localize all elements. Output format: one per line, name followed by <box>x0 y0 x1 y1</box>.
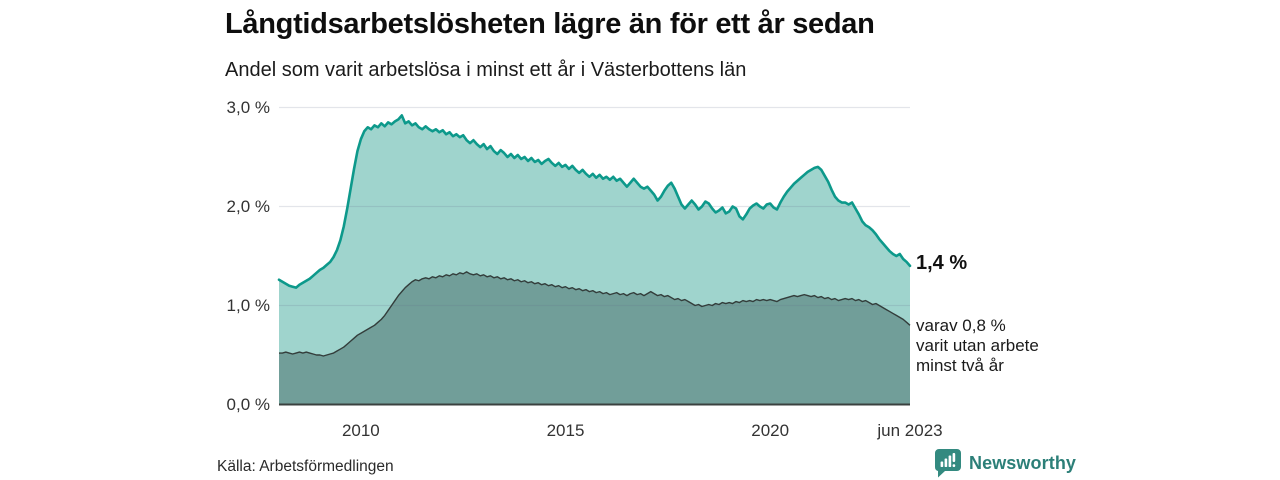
y-tick-label: 0,0 % <box>226 394 270 414</box>
y-tick-label: 1,0 % <box>226 295 270 315</box>
series-two-years-line <box>279 271 911 357</box>
x-tick-label: 2015 <box>546 421 585 440</box>
source-note: Källa: Arbetsförmedlingen <box>217 458 394 475</box>
newsworthy-logo-text: Newsworthy <box>969 452 1077 473</box>
secondary-annotation-line: minst två år <box>916 356 1004 375</box>
secondary-annotation-line: varav 0,8 % <box>916 316 1006 335</box>
x-tick-label: 2020 <box>751 421 790 440</box>
series-two-years-area <box>279 271 910 405</box>
latest-value-label: 1,4 % <box>916 252 968 274</box>
y-tick-label: 3,0 % <box>226 97 270 117</box>
chart-title: Långtidsarbetslösheten lägre än för ett … <box>225 8 875 40</box>
chart-subtitle: Andel som varit arbetslösa i minst ett å… <box>225 59 747 81</box>
secondary-annotation-line: varit utan arbete <box>916 336 1039 355</box>
y-tick-label: 2,0 % <box>226 196 270 216</box>
x-tick-label: jun 2023 <box>877 421 943 440</box>
series-total-line <box>277 114 912 289</box>
x-tick-label: 2010 <box>341 421 380 440</box>
newsworthy-logo: Newsworthy <box>934 448 1076 478</box>
newsworthy-logo-icon <box>934 449 961 478</box>
secondary-annotation: varav 0,8 % varit utan arbete minst två … <box>916 316 1039 376</box>
